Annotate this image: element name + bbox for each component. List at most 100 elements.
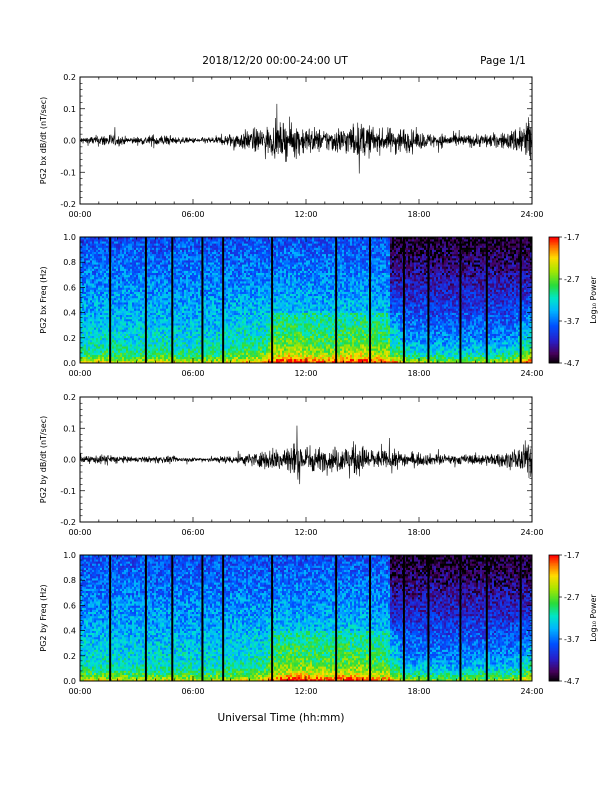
spectrogram-cell	[160, 285, 162, 287]
spectrogram-cell	[152, 269, 154, 271]
spectrogram-cell	[236, 294, 238, 296]
spectrogram-cell	[190, 296, 192, 298]
spectrogram-cell	[96, 298, 98, 300]
spectrogram-cell	[114, 273, 116, 275]
spectrogram-cell	[116, 296, 118, 298]
spectrogram-cell	[94, 325, 96, 327]
spectrogram-cell	[114, 332, 116, 334]
spectrogram-cell	[82, 273, 84, 275]
spectrogram-cell	[242, 329, 244, 331]
spectrogram-cell	[192, 329, 194, 331]
spectrogram-cell	[190, 279, 192, 281]
spectrogram-cell	[112, 269, 114, 271]
spectrogram-cell	[174, 287, 176, 289]
spectrogram-cell	[154, 290, 156, 292]
spectrogram-cell	[224, 290, 226, 292]
spectrogram-cell	[86, 329, 88, 331]
spectrogram-cell	[116, 264, 118, 266]
spectrogram-cell	[224, 348, 226, 350]
spectrogram-cell	[140, 271, 142, 273]
spectrogram-cell	[224, 245, 226, 247]
spectrogram-cell	[164, 346, 166, 348]
spectrogram-cell	[184, 271, 186, 273]
spectrogram-cell	[204, 269, 206, 271]
spectrogram-cell	[104, 245, 106, 247]
spectrogram-cell	[216, 302, 218, 304]
spectrogram-cell	[124, 262, 126, 264]
spectrogram-cell	[182, 306, 184, 308]
spectrogram-cell	[240, 344, 242, 346]
spectrogram-cell	[128, 279, 130, 281]
spectrogram-cell	[98, 277, 100, 279]
spectrogram-cell	[242, 355, 244, 357]
spectrogram-cell	[118, 281, 120, 283]
spectrogram-cell	[186, 273, 188, 275]
spectrogram-cell	[234, 306, 236, 308]
spectrogram-cell	[140, 355, 142, 357]
spectrogram-cell	[182, 329, 184, 331]
spectrogram-cell	[114, 277, 116, 279]
spectrogram-cell	[192, 340, 194, 342]
spectrogram-cell	[156, 285, 158, 287]
spectrogram-cell	[224, 248, 226, 250]
spectrogram-cell	[152, 285, 154, 287]
spectrogram-cell	[204, 264, 206, 266]
spectrogram-cell	[234, 269, 236, 271]
spectrogram-cell	[142, 269, 144, 271]
spectrogram-cell	[106, 298, 108, 300]
spectrogram-cell	[178, 353, 180, 355]
spectrogram-cell	[100, 277, 102, 279]
spectrogram-cell	[158, 239, 160, 241]
spectrogram-cell	[184, 308, 186, 310]
spectrogram-cell	[104, 273, 106, 275]
spectrogram-cell	[98, 317, 100, 319]
spectrogram-cell	[126, 350, 128, 352]
spectrogram-cell	[150, 287, 152, 289]
spectrogram-cell	[98, 344, 100, 346]
spectrogram-cell	[228, 359, 230, 361]
spectrogram-cell	[98, 256, 100, 258]
spectrogram-cell	[206, 348, 208, 350]
spectrogram-cell	[162, 279, 164, 281]
spectrogram-cell	[234, 239, 236, 241]
spectrogram-cell	[238, 260, 240, 262]
spectrogram-cell	[122, 336, 124, 338]
spectrogram-cell	[216, 254, 218, 256]
spectrogram-cell	[216, 271, 218, 273]
spectrogram-cell	[182, 283, 184, 285]
spectrogram-cell	[206, 353, 208, 355]
spectrogram-cell	[234, 273, 236, 275]
spectrogram-cell	[136, 241, 138, 243]
spectrogram-cell	[204, 327, 206, 329]
spectrogram-cell	[156, 357, 158, 359]
spectrogram-cell	[156, 359, 158, 361]
spectrogram-cell	[216, 338, 218, 340]
spectrogram-cell	[220, 319, 222, 321]
spectrogram-cell	[86, 323, 88, 325]
spectrogram-cell	[156, 323, 158, 325]
spectrogram-cell	[232, 325, 234, 327]
spectrogram-cell	[216, 239, 218, 241]
spectrogram-cell	[198, 239, 200, 241]
spectrogram-cell	[160, 245, 162, 247]
spectrogram-cell	[92, 296, 94, 298]
spectrogram-cell	[94, 239, 96, 241]
spectrogram-cell	[212, 275, 214, 277]
spectrogram-cell	[96, 357, 98, 359]
spectrogram-cell	[154, 348, 156, 350]
spectrogram-cell	[206, 256, 208, 258]
spectrogram-cell	[142, 350, 144, 352]
spectrogram-cell	[234, 271, 236, 273]
spectrogram-cell	[198, 245, 200, 247]
spectrogram-cell	[210, 264, 212, 266]
spectrogram-cell	[216, 304, 218, 306]
spectrogram-cell	[166, 275, 168, 277]
spectrogram-cell	[84, 321, 86, 323]
spectrogram-cell	[132, 355, 134, 357]
spectrogram-cell	[164, 292, 166, 294]
spectrogram-cell	[174, 308, 176, 310]
spectrogram-cell	[226, 346, 228, 348]
spectrogram-cell	[210, 273, 212, 275]
spectrogram-cell	[130, 273, 132, 275]
spectrogram-cell	[194, 308, 196, 310]
